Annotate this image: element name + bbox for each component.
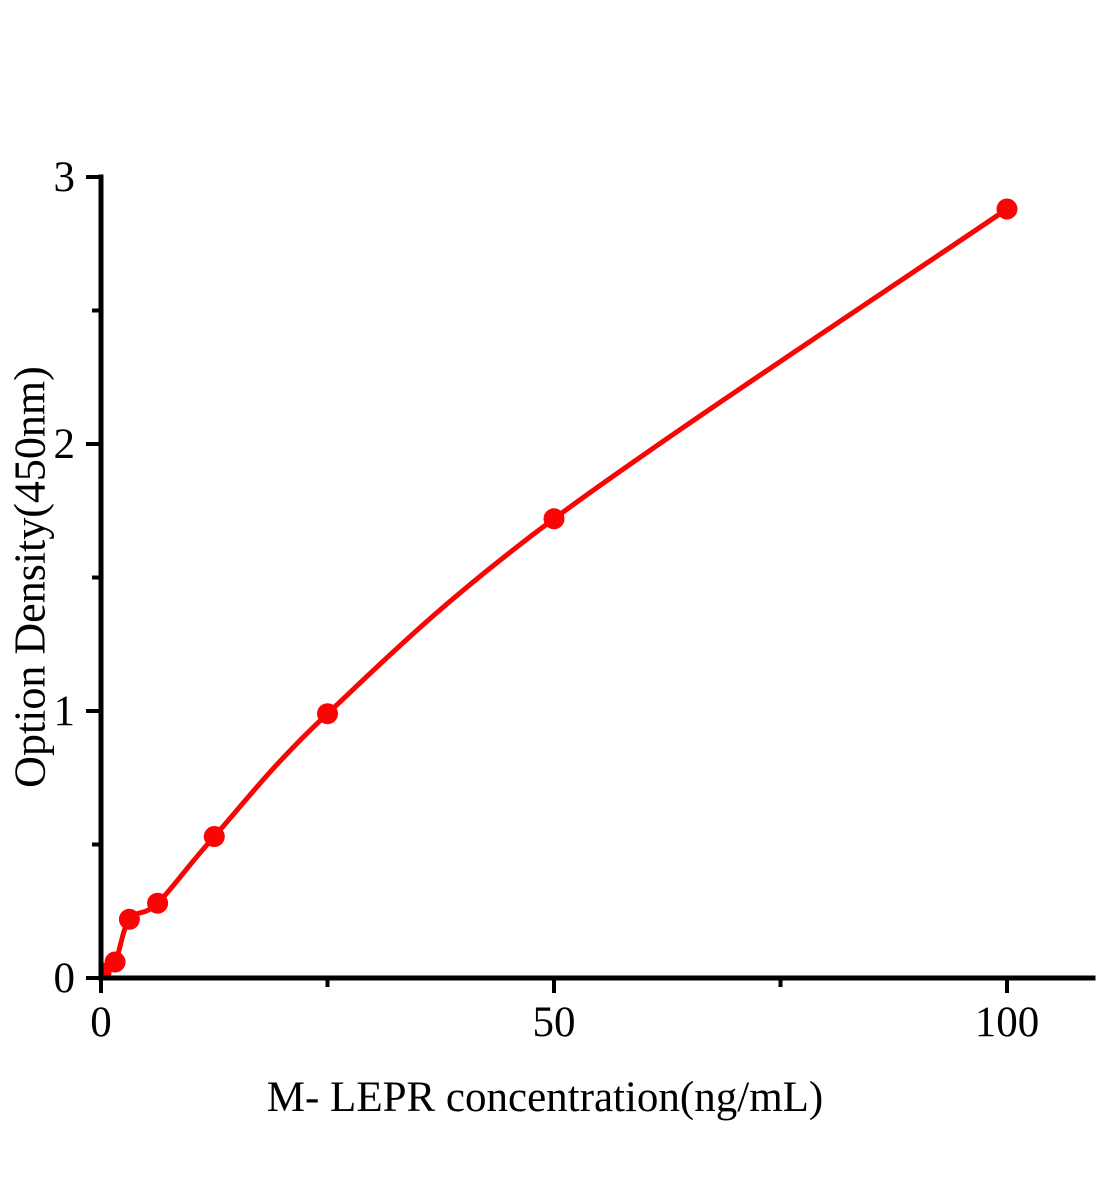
data-point-1 (104, 951, 126, 973)
y-tick-label: 1 (54, 688, 76, 735)
x-tick-label: 100 (975, 999, 1040, 1046)
data-layer (101, 198, 1018, 980)
fit-curve (101, 206, 1009, 975)
y-tick-label: 2 (54, 421, 76, 468)
data-point-6 (543, 508, 565, 530)
y-tick-label: 0 (54, 955, 76, 1002)
x-tick-label: 0 (90, 999, 112, 1046)
tick-labels: 0 50 100 0 1 2 3 (54, 154, 1040, 1046)
data-point-4 (203, 826, 225, 847)
data-point-3 (147, 892, 169, 914)
y-tick-label: 3 (54, 154, 76, 201)
y-axis-title: Option Density(450nm) (5, 366, 55, 788)
ticks (86, 175, 1009, 993)
data-point-5 (317, 703, 338, 725)
x-axis-title: M- LEPR concentration(ng/mL) (266, 1074, 824, 1121)
x-tick-label: 50 (533, 999, 576, 1046)
axes (98, 174, 1096, 981)
data-point-7 (996, 198, 1018, 220)
data-point-2 (118, 908, 140, 930)
